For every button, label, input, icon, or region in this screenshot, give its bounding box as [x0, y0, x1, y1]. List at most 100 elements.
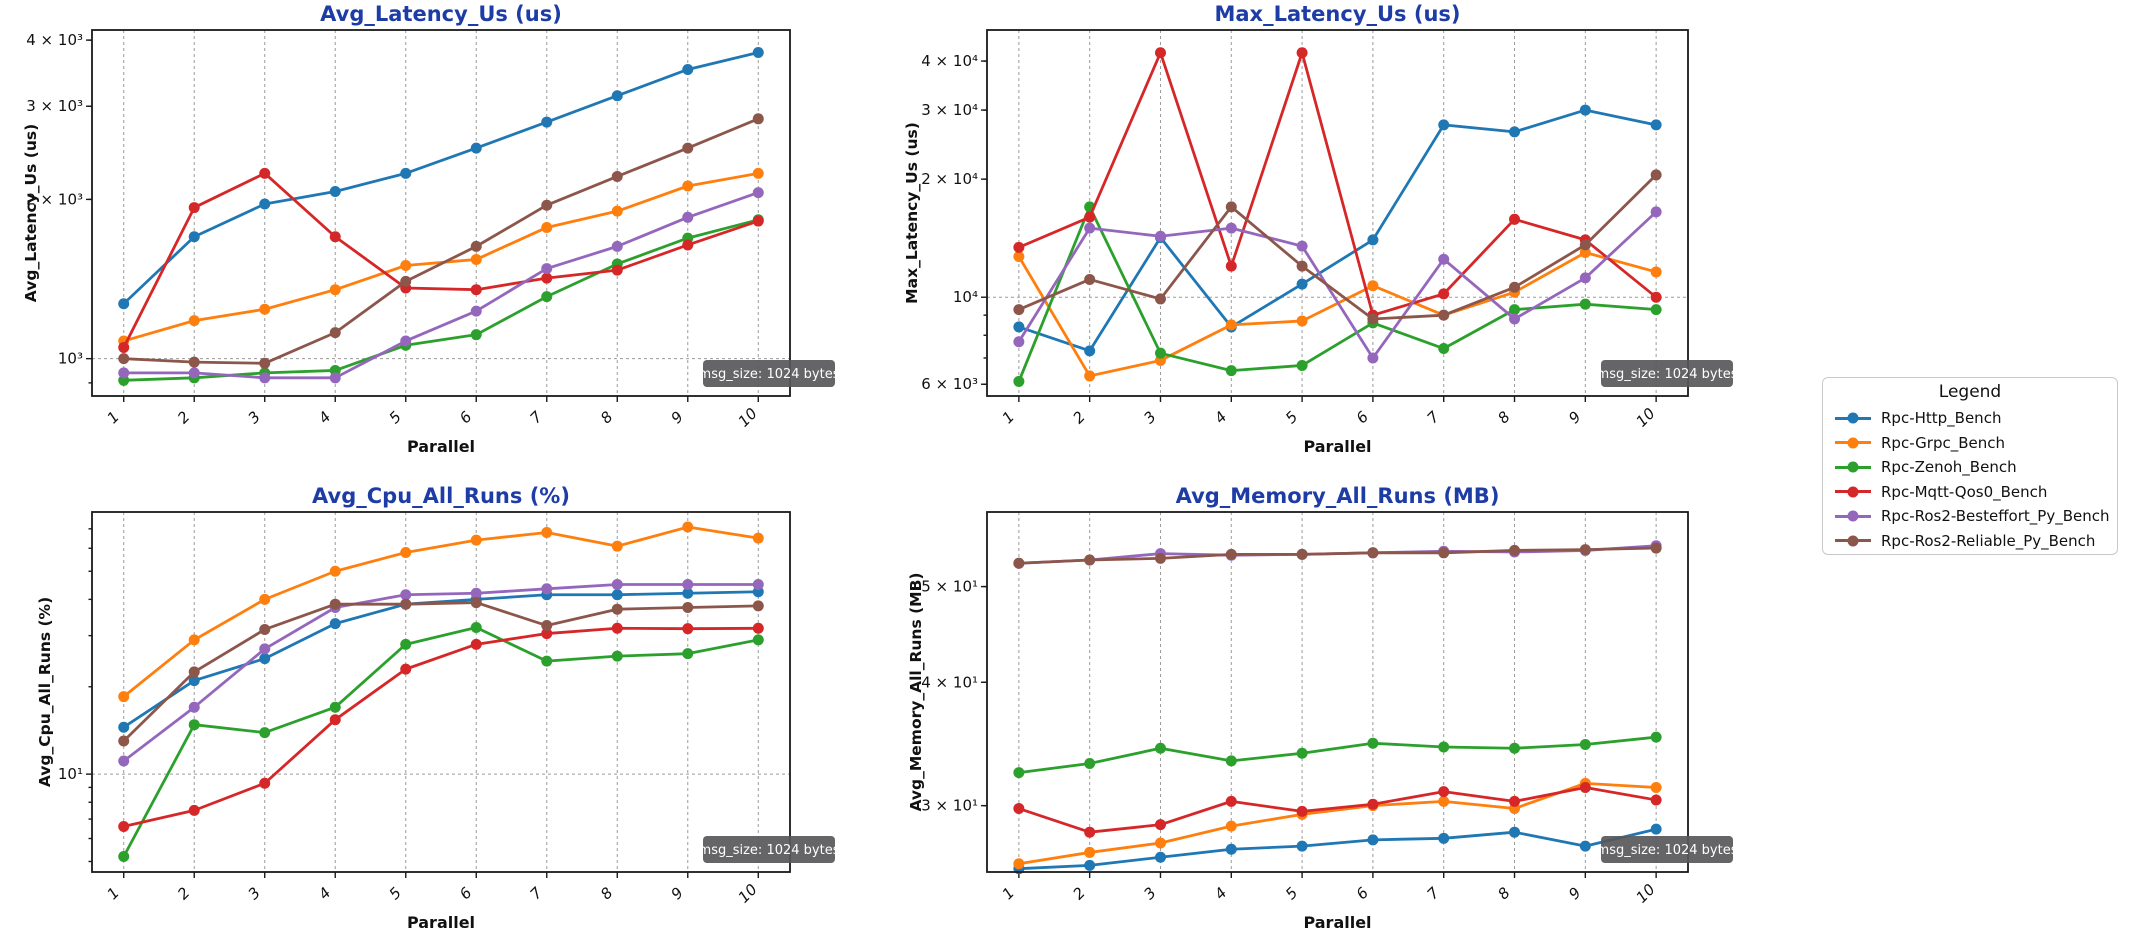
x-tick-label: 9 [1565, 408, 1584, 427]
data-point [541, 116, 553, 128]
x-axis-label: Parallel [407, 437, 475, 456]
series-line-Rpc-Mqtt-Qos0_Bench [1018, 786, 1657, 834]
data-point [1084, 554, 1096, 566]
x-axis-label: Parallel [407, 913, 475, 932]
legend-item-label: Rpc-Zenoh_Bench [1881, 458, 2017, 477]
data-point [118, 341, 130, 353]
data-point [118, 367, 130, 379]
y-tick-label: 3 × 10³ [26, 97, 83, 115]
data-point [400, 589, 412, 601]
data-point [611, 90, 623, 102]
data-point [1084, 222, 1096, 234]
legend-dot-icon [1847, 535, 1859, 547]
data-point [611, 622, 623, 634]
data-point [259, 357, 271, 369]
data-point [1367, 834, 1379, 846]
data-point [1225, 260, 1237, 272]
x-tick-label: 5 [385, 408, 404, 427]
data-point [188, 367, 200, 379]
legend-dot-icon [1847, 461, 1859, 473]
data-point [682, 521, 694, 533]
data-point [188, 231, 200, 243]
data-point [752, 600, 764, 612]
chart-title: Avg_Memory_All_Runs (MB) [1176, 484, 1500, 508]
legend-dot-icon [1847, 486, 1859, 498]
chart-avg-latency-us: 1 2 3 4 5 6 7 8 9 10 10³ 2 × 10³ 3 × 10³ 4 × 10³ msg_s… [22, 2, 840, 456]
x-tick-label: 3 [1140, 408, 1159, 427]
plot-border [91, 511, 791, 873]
data-point [1154, 837, 1166, 849]
series-line-Rpc-Mqtt-Qos0_Bench [123, 626, 759, 828]
data-point [752, 187, 764, 199]
data-point [259, 167, 271, 179]
series-line-Rpc-Ros2-Reliable_Py_Bench [1018, 173, 1658, 321]
data-point [541, 526, 553, 538]
x-tick-label: 6 [456, 408, 475, 427]
x-tick-label: 6 [1353, 884, 1372, 903]
data-point [1084, 345, 1096, 357]
data-point [188, 202, 200, 214]
data-point [1225, 843, 1237, 855]
data-point [1438, 795, 1450, 807]
data-point [188, 634, 200, 646]
data-point [1013, 767, 1025, 779]
data-point [1225, 795, 1237, 807]
data-point [1438, 288, 1450, 300]
annotation-badge [1601, 360, 1733, 387]
series-line-Rpc-Zenoh_Bench [123, 218, 759, 382]
chart-title: Avg_Latency_Us (us) [320, 2, 562, 26]
data-point [470, 534, 482, 546]
data-point [752, 113, 764, 125]
data-point [1509, 313, 1521, 325]
data-point [470, 142, 482, 154]
y-tick-label: 6 × 10³ [921, 375, 978, 393]
data-point [329, 284, 341, 296]
y-axis-label: Avg_Memory_All_Runs (MB) [907, 572, 925, 811]
y-tick-label: 3 × 10¹ [921, 797, 978, 815]
data-point [1013, 321, 1025, 333]
x-tick-label: 10 [735, 880, 761, 906]
data-point [682, 180, 694, 192]
series-line-Rpc-Ros2-Besteffort_Py_Bench [122, 583, 759, 763]
data-point [611, 540, 623, 552]
x-tick-label: 4 [1211, 884, 1230, 903]
data-point [1650, 169, 1662, 181]
legend-item-label: Rpc-Mqtt-Qos0_Bench [1881, 482, 2048, 501]
data-point [1509, 126, 1521, 138]
series-line-Rpc-Ros2-Reliable_Py_Bench [1018, 546, 1657, 565]
data-point [1579, 781, 1591, 793]
legend-line-marker-icon [1835, 510, 1871, 522]
x-tick-label: 4 [315, 884, 334, 903]
data-point [1579, 738, 1591, 750]
data-point [1296, 278, 1308, 290]
data-point [1650, 794, 1662, 806]
chart-title: Avg_Cpu_All_Runs (%) [312, 484, 570, 508]
x-tick-label: 3 [244, 884, 263, 903]
data-point [611, 170, 623, 182]
data-point [118, 820, 130, 832]
series-line-Rpc-Zenoh_Bench [1018, 735, 1657, 775]
series-line-Rpc-Grpc_Bench [1017, 251, 1657, 378]
x-tick-label: 10 [735, 404, 761, 430]
data-point [1579, 298, 1591, 310]
data-point [400, 598, 412, 610]
data-point [1084, 211, 1096, 223]
data-point [1225, 548, 1237, 560]
y-tick-label: 4 × 10⁴ [921, 52, 978, 70]
data-point [329, 714, 341, 726]
y-tick-label: 10³ [58, 350, 83, 368]
y-tick-label: 4 × 10³ [26, 31, 83, 49]
data-point [1509, 544, 1521, 556]
data-point [1509, 742, 1521, 754]
data-point [1225, 755, 1237, 767]
data-point [682, 63, 694, 75]
x-tick-label: 3 [1140, 884, 1159, 903]
legend-item-label: Rpc-Http_Bench [1881, 409, 2002, 428]
legend-line-marker-icon [1835, 486, 1871, 498]
y-tick-label: 10¹ [58, 765, 83, 783]
data-point [1438, 309, 1450, 321]
data-point [1296, 747, 1308, 759]
y-tick-label: 4 × 10¹ [921, 673, 978, 691]
data-point [118, 735, 130, 747]
data-point [188, 701, 200, 713]
